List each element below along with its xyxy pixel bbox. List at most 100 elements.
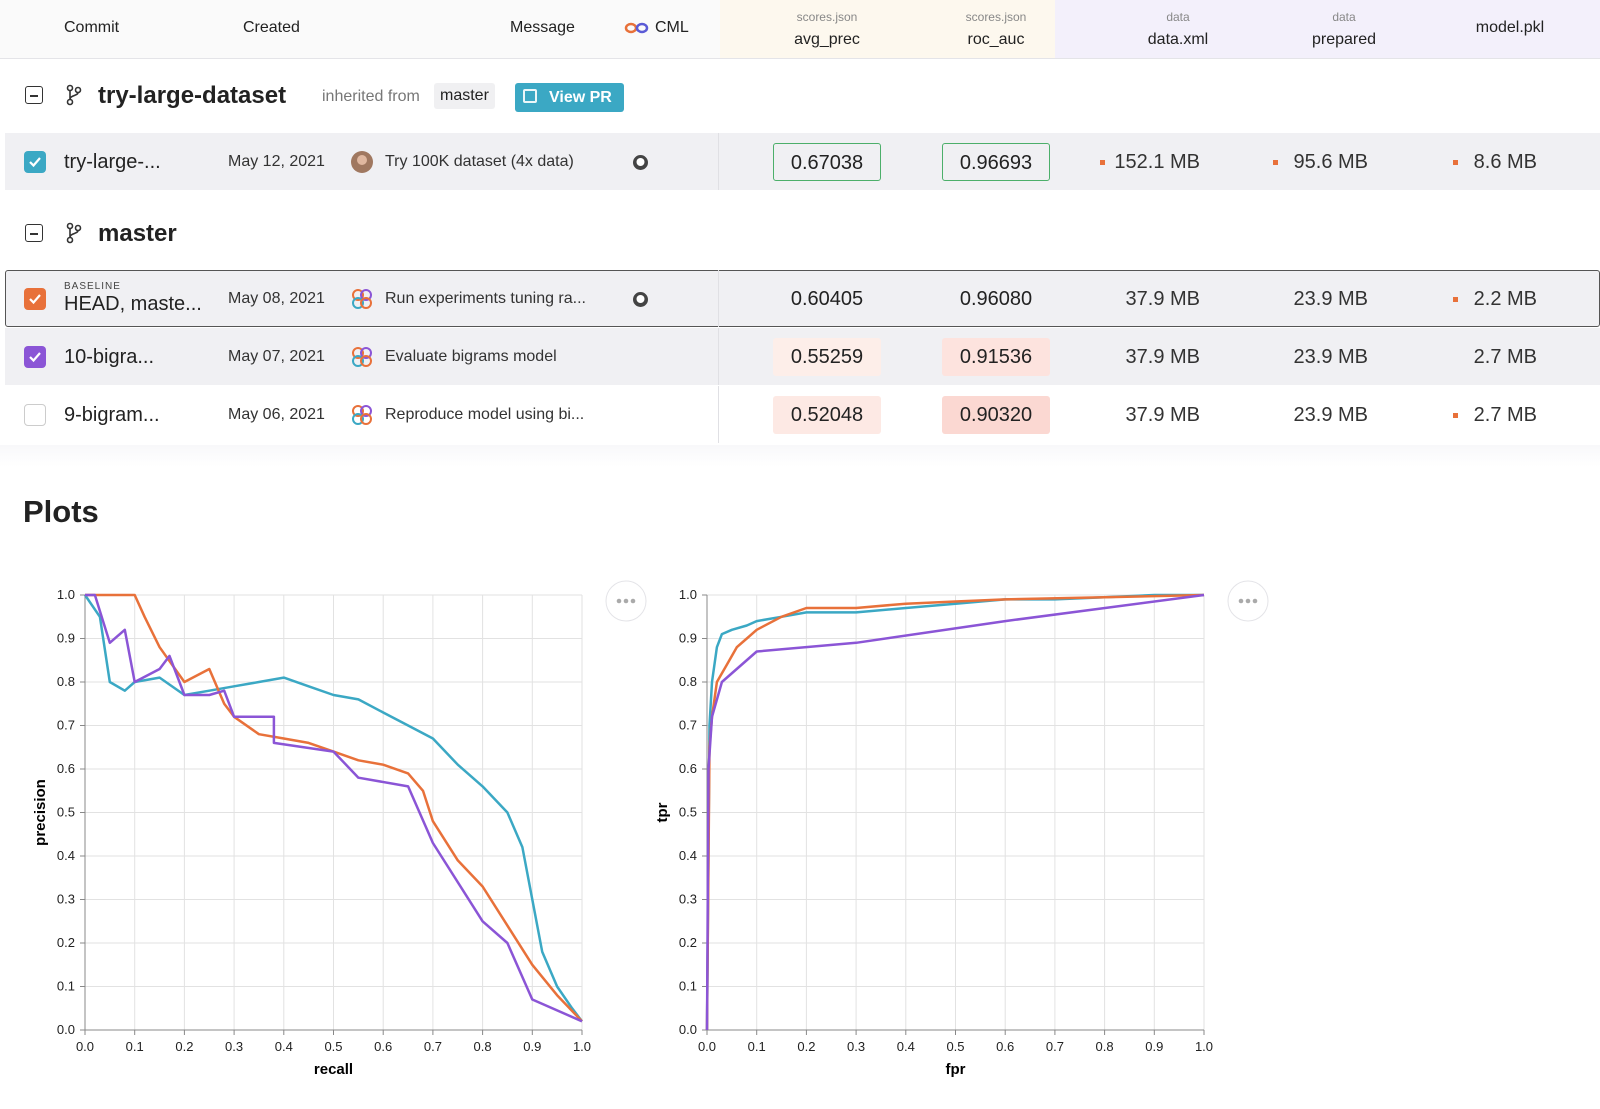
collapse[interactable] xyxy=(25,224,43,242)
dep-size: 8.6 MB xyxy=(1473,151,1537,173)
changed-marker xyxy=(1453,297,1458,302)
checkbox[interactable] xyxy=(24,404,46,426)
y-tick-label: 0.1 xyxy=(57,979,75,994)
view-pr-button[interactable]: View PR xyxy=(515,83,624,112)
collapse-bar xyxy=(30,95,38,97)
y-tick-label: 0.8 xyxy=(679,674,697,689)
row-divider xyxy=(718,328,719,385)
parent-branch[interactable]: master xyxy=(434,83,495,109)
metric-value: 0.60405 xyxy=(790,288,864,310)
y-tick-label: 0.4 xyxy=(57,848,75,863)
branch-icon xyxy=(66,222,82,250)
collapse-bar xyxy=(30,233,38,235)
github-icon[interactable] xyxy=(632,154,649,176)
author-icon xyxy=(350,403,374,432)
group-band xyxy=(5,200,1600,266)
baseline-badge: BASELINE xyxy=(64,281,121,292)
metric-value: 0.90320 xyxy=(942,396,1050,434)
author-icon xyxy=(350,345,374,374)
commit[interactable]: 10-bigra... xyxy=(64,346,155,368)
row-divider xyxy=(718,133,719,190)
commit[interactable]: try-large-... xyxy=(64,151,161,173)
col-cml[interactable]: CML xyxy=(655,19,689,36)
fade xyxy=(0,445,1600,467)
y-tick-label: 0.2 xyxy=(57,935,75,950)
row[interactable] xyxy=(5,270,1600,327)
github-icon[interactable] xyxy=(632,291,649,313)
col-name[interactable]: prepared xyxy=(1311,31,1377,48)
y-tick-label: 0.9 xyxy=(57,631,75,646)
author-icon xyxy=(350,287,374,316)
metrics-header xyxy=(720,0,1055,58)
metric-value: 0.55259 xyxy=(773,338,881,376)
x-tick-label: 0.8 xyxy=(474,1039,492,1054)
dep-size: 2.7 MB xyxy=(1473,404,1537,426)
col-message[interactable]: Message xyxy=(510,19,575,36)
y-axis-label: precision xyxy=(32,779,49,846)
x-axis-label: recall xyxy=(314,1061,353,1078)
x-tick-label: 0.6 xyxy=(374,1039,392,1054)
author-icon xyxy=(350,150,374,179)
message: Reproduce model using bi... xyxy=(385,406,585,423)
dep-size: 23.9 MB xyxy=(1293,404,1368,426)
dep-size: 2.7 MB xyxy=(1473,346,1537,368)
metric-value: 0.67038 xyxy=(773,143,881,181)
series-line xyxy=(85,593,583,1023)
commit[interactable]: HEAD, maste... xyxy=(64,293,202,315)
x-tick-label: 0.2 xyxy=(797,1039,815,1054)
col-group: data xyxy=(1166,10,1190,24)
more-button[interactable] xyxy=(605,580,647,622)
y-tick-label: 1.0 xyxy=(57,587,75,602)
dep-size: 95.6 MB xyxy=(1293,151,1368,173)
y-tick-label: 0.6 xyxy=(57,761,75,776)
x-tick-label: 0.0 xyxy=(698,1039,716,1054)
check-mark xyxy=(28,292,42,311)
col-created[interactable]: Created xyxy=(243,19,300,36)
col-commit[interactable]: Commit xyxy=(64,19,120,36)
x-tick-label: 0.8 xyxy=(1096,1039,1114,1054)
series-line xyxy=(705,593,1205,1031)
metric-value: 0.96080 xyxy=(959,288,1033,310)
col-name[interactable]: roc_auc xyxy=(967,31,1025,48)
y-tick-label: 0.5 xyxy=(679,805,697,820)
checkbox[interactable] xyxy=(24,288,46,310)
x-tick-label: 1.0 xyxy=(573,1039,591,1054)
x-tick-label: 0.5 xyxy=(324,1039,342,1054)
series-line xyxy=(83,594,583,1023)
more-dot xyxy=(623,598,629,604)
collapse[interactable] xyxy=(25,86,43,104)
checkbox[interactable] xyxy=(24,151,46,173)
x-tick-label: 0.1 xyxy=(748,1039,766,1054)
dep-size: 2.2 MB xyxy=(1473,288,1537,310)
dep-size: 23.9 MB xyxy=(1293,288,1368,310)
message: Try 100K dataset (4x data) xyxy=(385,153,574,170)
y-tick-label: 0.3 xyxy=(679,892,697,907)
col-name[interactable]: model.pkl xyxy=(1475,19,1545,36)
y-tick-label: 0.5 xyxy=(57,805,75,820)
y-tick-label: 0.7 xyxy=(57,718,75,733)
col-name[interactable]: data.xml xyxy=(1147,31,1209,48)
row-divider xyxy=(718,386,719,443)
y-tick-label: 0.8 xyxy=(57,674,75,689)
dep-size: 23.9 MB xyxy=(1293,346,1368,368)
branch-name: try-large-dataset xyxy=(98,82,287,109)
dep-size: 37.9 MB xyxy=(1125,346,1200,368)
inherited-label: inherited from xyxy=(322,88,420,105)
commit[interactable]: 9-bigram... xyxy=(64,404,160,426)
row-divider xyxy=(718,270,719,327)
checkbox[interactable] xyxy=(24,346,46,368)
col-name[interactable]: avg_prec xyxy=(794,31,860,48)
x-axis-label: fpr xyxy=(946,1061,966,1078)
created: May 06, 2021 xyxy=(228,406,325,423)
message: Evaluate bigrams model xyxy=(385,348,557,365)
y-tick-label: 0.6 xyxy=(679,761,697,776)
more-button[interactable] xyxy=(1227,580,1269,622)
check-mark xyxy=(28,155,42,174)
branch-icon xyxy=(66,84,82,112)
x-tick-label: 0.9 xyxy=(523,1039,541,1054)
plots-title: Plots xyxy=(23,494,99,529)
more-dot xyxy=(1252,598,1258,604)
y-tick-label: 0.0 xyxy=(57,1022,75,1037)
